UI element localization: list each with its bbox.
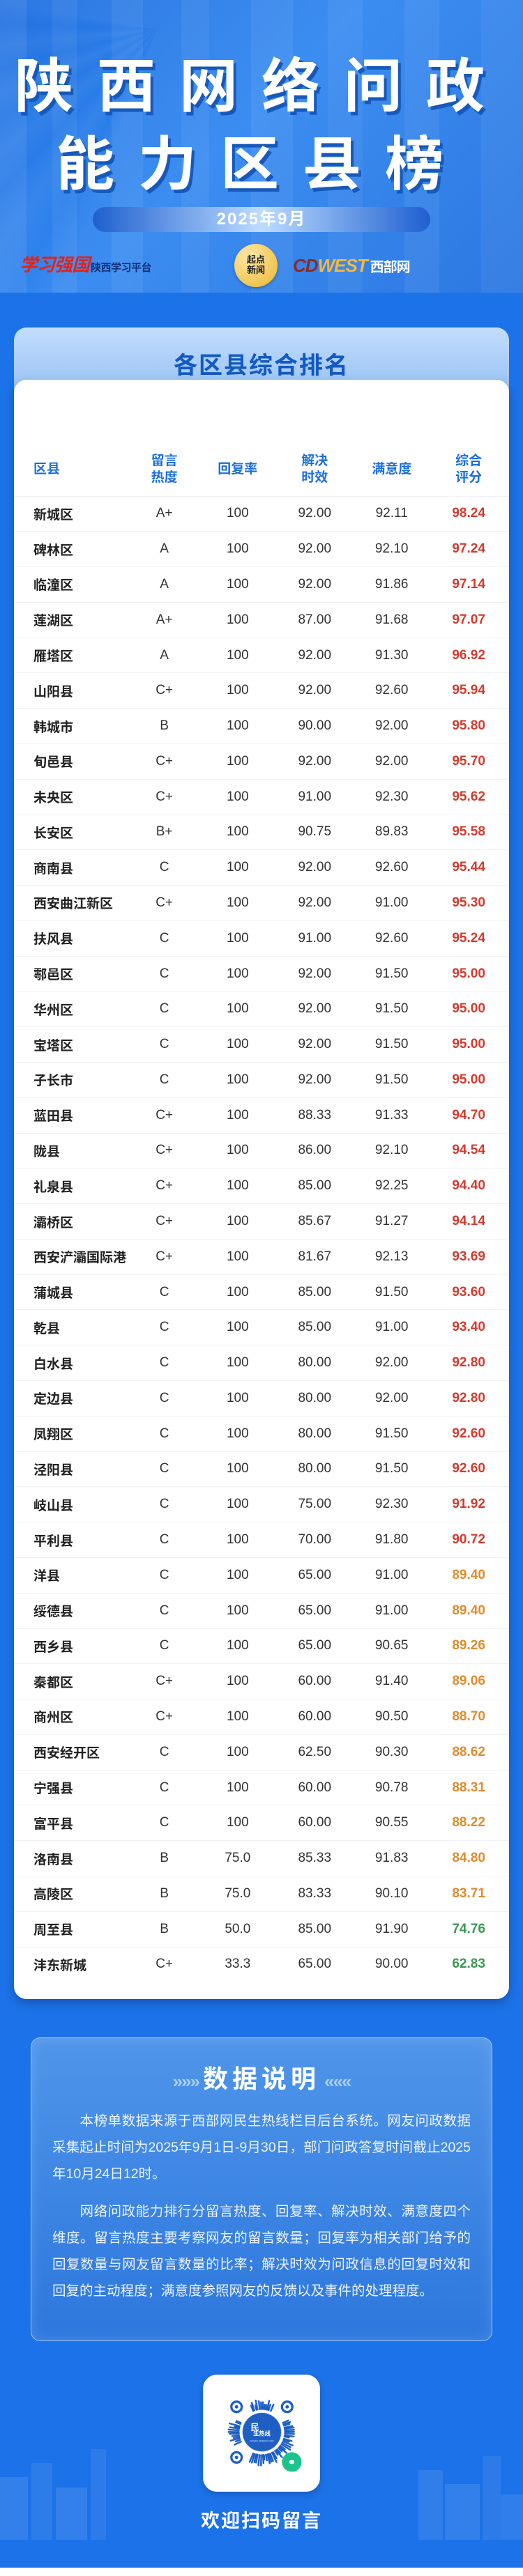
svg-text:⚭: ⚭ <box>287 2457 296 2468</box>
svg-text:生热线: 生热线 <box>253 2430 271 2437</box>
svg-text:rexian.cnwest.com: rexian.cnwest.com <box>250 2439 274 2443</box>
